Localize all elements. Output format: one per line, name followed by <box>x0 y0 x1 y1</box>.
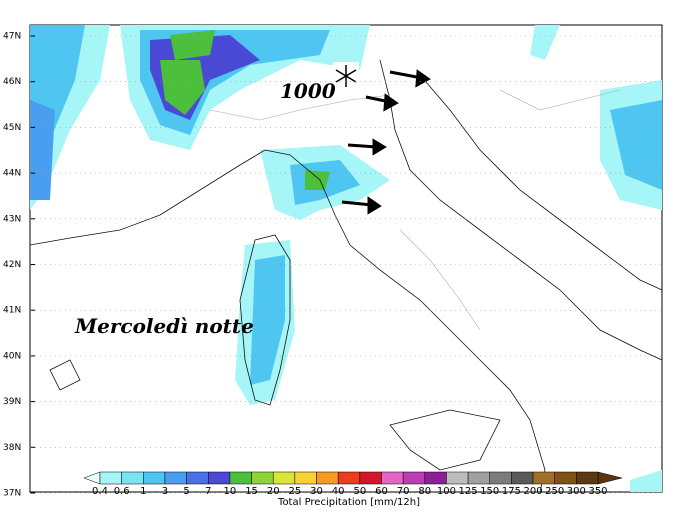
colorbar-label: 125 <box>459 486 478 497</box>
caption: Mercoledì notte <box>74 314 254 338</box>
lat-label: 40N <box>3 351 21 361</box>
colorbar-box <box>532 471 555 485</box>
arrows <box>341 69 431 215</box>
colorbar-label: 3 <box>162 486 168 497</box>
colorbar-label: 15 <box>245 486 258 497</box>
level-annotation: 1000 <box>280 79 336 103</box>
precipitation <box>30 25 662 492</box>
colorbar-box <box>272 471 296 485</box>
lat-label: 39N <box>3 397 21 407</box>
colorbar-box <box>251 471 274 485</box>
lat-label: 42N <box>3 260 21 270</box>
colorbar-label: 70 <box>397 486 410 497</box>
map-frame <box>29 24 663 493</box>
colorbar-box <box>294 471 317 485</box>
colorbar-box <box>337 471 361 485</box>
colorbar-label: 20 <box>267 486 280 497</box>
colorbar-box <box>424 471 447 485</box>
coastlines <box>29 59 663 493</box>
colorbar-label: 60 <box>375 486 388 497</box>
colorbar-label: 175 <box>502 486 521 497</box>
snowflake-icon <box>333 62 359 90</box>
colorbar-label: 250 <box>545 486 564 497</box>
colorbar-box <box>467 471 490 485</box>
colorbar-label: 10 <box>224 486 237 497</box>
lat-label: 37N <box>3 489 21 499</box>
colorbar-box <box>402 471 426 485</box>
colorbar-label: 200 <box>523 486 542 497</box>
colorbar-box <box>121 471 144 485</box>
colorbar-label: 25 <box>289 486 302 497</box>
colorbar-box <box>316 471 339 485</box>
colorbar-label: 5 <box>183 486 189 497</box>
colorbar-label: 0.4 <box>92 486 108 497</box>
colorbar-box <box>489 471 512 485</box>
colorbar-box <box>576 471 599 485</box>
lat-label: 46N <box>3 77 21 87</box>
colorbar-label: 50 <box>353 486 366 497</box>
colorbar-label: 300 <box>567 486 586 497</box>
colorbar-box <box>164 471 187 485</box>
lat-label: 44N <box>3 169 21 179</box>
colorbar-box <box>208 471 231 485</box>
colorbar-box <box>99 471 122 485</box>
colorbar-label: 30 <box>310 486 323 497</box>
lat-label: 41N <box>3 306 21 316</box>
colorbar-label: 1 <box>140 486 146 497</box>
colorbar-box <box>554 471 577 485</box>
colorbar-title: Total Precipitation [mm/12h] <box>277 497 420 508</box>
colorbar-box <box>511 471 534 485</box>
colorbar-label: 350 <box>588 486 607 497</box>
colorbar-box <box>446 471 469 485</box>
colorbar-label: 7 <box>205 486 211 497</box>
map: 1000 Mercoledì notte <box>29 24 663 493</box>
colorbar-box <box>359 471 382 485</box>
colorbar-box <box>381 471 404 485</box>
lat-label: 43N <box>3 214 21 224</box>
colorbar-label: 0.6 <box>114 486 130 497</box>
colorbar-box <box>186 471 209 485</box>
colorbar-box <box>229 471 252 485</box>
colorbar-label: 40 <box>332 486 345 497</box>
lat-label: 38N <box>3 443 21 453</box>
lat-label: 47N <box>3 32 21 42</box>
colorbar-label: 100 <box>437 486 456 497</box>
lat-label: 45N <box>3 123 21 133</box>
colorbar-box <box>143 471 166 485</box>
colorbar-label: 80 <box>418 486 431 497</box>
colorbar-label: 150 <box>480 486 499 497</box>
